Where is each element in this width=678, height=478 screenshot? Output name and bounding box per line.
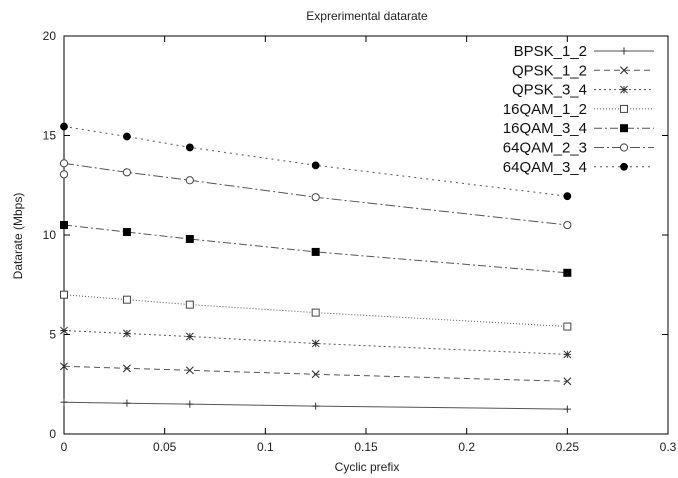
legend-label: 16QAM_1_2 — [503, 101, 587, 118]
data-point-64QAM_3_4 — [563, 192, 572, 201]
data-point-QPSK_3_4 — [122, 329, 131, 338]
x-tick-label: 0.05 — [153, 440, 177, 454]
data-point-QPSK_1_2 — [60, 362, 68, 371]
y-axis-title: Datarate (Mbps) — [11, 193, 25, 280]
data-point-16QAM_3_4 — [185, 234, 194, 243]
y-tick-label: 20 — [43, 29, 57, 43]
data-point-QPSK_3_4 — [563, 350, 572, 359]
chart-title: Exprerimental datarate — [306, 9, 428, 23]
data-point-BPSK_1_2 — [60, 398, 68, 406]
x-tick-label: 0.3 — [660, 440, 677, 454]
data-point-QPSK_1_2-b — [60, 362, 68, 371]
legend-marker-16QAM_1_2 — [620, 104, 628, 113]
data-point-QPSK_1_2 — [311, 370, 320, 379]
data-point-BPSK_1_2 — [123, 399, 131, 407]
y-tick-label: 10 — [43, 228, 57, 242]
data-point-QPSK_1_2 — [563, 377, 572, 386]
legend-label: BPSK_1_2 — [514, 43, 587, 60]
legend-marker-QPSK_3_4 — [620, 85, 628, 94]
legend-marker-64QAM_2_3 — [619, 143, 629, 152]
legend-label: QPSK_1_2 — [512, 62, 587, 79]
legend-marker-QPSK_1_2 — [620, 66, 628, 75]
x-tick-label: 0.15 — [354, 440, 378, 454]
legend: BPSK_1_2 QPSK_1_2 QPSK_3_4 16QAM_1_2 16QAM_3… — [503, 43, 654, 176]
series-64QAM_3_4 — [60, 122, 572, 201]
legend-item-QPSK_1_2: QPSK_1_2 — [512, 62, 654, 79]
x-tick-label: 0.1 — [257, 440, 274, 454]
series-layer — [59, 122, 572, 413]
x-axis-ticks: 0 0.05 0.1 0.15 0.2 0.25 0.3 — [61, 36, 677, 454]
data-point-16QAM_3_4 — [122, 228, 131, 237]
data-point-64QAM_2_3 — [122, 168, 132, 177]
data-point-64QAM_2_3 — [185, 176, 194, 185]
data-point-BPSK_1_2 — [563, 405, 571, 413]
legend-label: QPSK_3_4 — [512, 82, 587, 99]
y-tick-label: 5 — [49, 328, 56, 342]
data-point-QPSK_1_2-b — [122, 364, 131, 373]
legend-marker-QPSK_1_2-b — [620, 66, 628, 75]
y-axis-ticks: 0 5 10 15 20 — [43, 29, 668, 441]
data-point-BPSK_1_2 — [312, 402, 320, 410]
data-point-64QAM_2_3 — [563, 220, 572, 230]
series-64QAM_2_3 — [59, 159, 572, 230]
data-point-64QAM_2_3-extra — [59, 170, 69, 179]
y-tick-label: 0 — [49, 427, 56, 441]
series-QPSK_1_2 — [60, 362, 572, 386]
data-point-QPSK_3_4 — [185, 332, 194, 341]
data-point-16QAM_1_2 — [563, 322, 572, 331]
data-point-16QAM_1_2 — [185, 300, 194, 309]
data-point-QPSK_1_2-b — [311, 370, 320, 379]
y-tick-label: 15 — [43, 129, 57, 143]
x-tick-label: 0.2 — [458, 440, 475, 454]
data-point-QPSK_1_2 — [122, 364, 131, 373]
data-point-16QAM_1_2 — [60, 290, 68, 299]
series-16QAM_3_4 — [60, 221, 572, 277]
data-point-16QAM_1_2 — [122, 295, 131, 304]
legend-label: 64QAM_3_4 — [503, 159, 587, 176]
legend-item-64QAM_2_3: 64QAM_2_3 — [503, 140, 654, 157]
data-point-QPSK_1_2 — [185, 366, 194, 375]
legend-item-QPSK_3_4: QPSK_3_4 — [512, 82, 654, 99]
data-point-16QAM_3_4 — [311, 247, 320, 256]
data-point-64QAM_2_3 — [59, 159, 69, 168]
data-point-16QAM_3_4 — [563, 268, 572, 277]
legend-label: 64QAM_2_3 — [503, 140, 587, 157]
legend-item-16QAM_3_4: 16QAM_3_4 — [503, 120, 654, 137]
data-point-QPSK_1_2-b — [185, 366, 194, 375]
series-BPSK_1_2 — [60, 398, 571, 413]
x-tick-label: 0 — [61, 440, 68, 454]
data-point-64QAM_3_4 — [311, 161, 320, 170]
data-point-64QAM_3_4 — [123, 132, 131, 141]
data-point-64QAM_2_3 — [311, 193, 320, 202]
data-point-16QAM_3_4 — [60, 221, 68, 230]
legend-marker-64QAM_3_4 — [620, 162, 628, 171]
series-line-64QAM_3_4 — [63, 126, 568, 197]
legend-item-BPSK_1_2: BPSK_1_2 — [514, 43, 654, 60]
legend-label: 16QAM_3_4 — [503, 120, 587, 137]
data-point-64QAM_3_4 — [60, 122, 68, 131]
series-QPSK_3_4 — [60, 326, 572, 359]
data-point-16QAM_1_2 — [311, 308, 320, 317]
legend-item-64QAM_3_4: 64QAM_3_4 — [503, 159, 654, 176]
x-axis-title: Cyclic prefix — [335, 460, 400, 474]
series-16QAM_1_2 — [60, 290, 572, 331]
data-point-64QAM_3_4 — [185, 143, 194, 152]
data-point-BPSK_1_2 — [186, 400, 194, 408]
data-point-QPSK_1_2-b — [563, 377, 572, 386]
series-line-16QAM_3_4 — [63, 224, 568, 274]
x-tick-label: 0.25 — [556, 440, 580, 454]
legend-marker-16QAM_3_4 — [620, 124, 628, 133]
legend-marker-BPSK_1_2 — [620, 47, 628, 55]
legend-item-16QAM_1_2: 16QAM_1_2 — [503, 101, 654, 118]
data-point-QPSK_3_4 — [60, 326, 68, 335]
data-point-QPSK_3_4 — [311, 339, 320, 348]
